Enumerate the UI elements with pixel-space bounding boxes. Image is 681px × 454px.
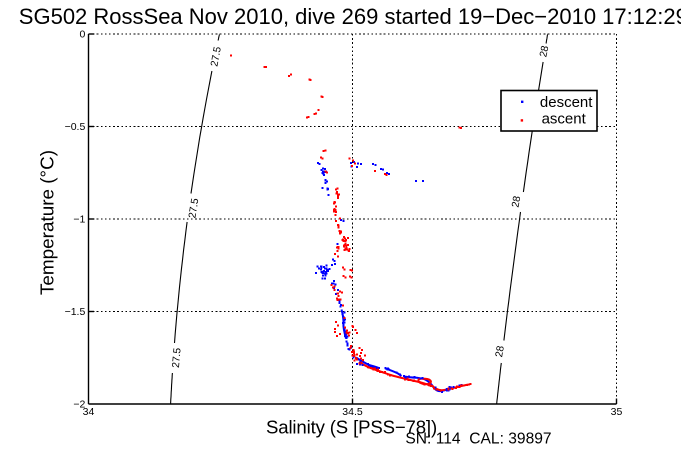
svg-text:34.5: 34.5 [342, 406, 363, 418]
svg-text:35: 35 [611, 406, 623, 418]
svg-text:descent: descent [540, 94, 593, 111]
svg-text:28: 28 [511, 195, 524, 208]
svg-text:SN: 114 CAL: 39897: SN: 114 CAL: 39897 [405, 431, 551, 448]
svg-text:28: 28 [494, 345, 507, 358]
svg-text:Salinity (S [PSS−78]): Salinity (S [PSS−78]) [266, 417, 437, 438]
svg-text:34: 34 [83, 406, 95, 418]
svg-text:Temperature (°C): Temperature (°C) [37, 150, 58, 295]
svg-text:SG502 RossSea Nov 2010, dive 2: SG502 RossSea Nov 2010, dive 269 started… [19, 4, 681, 29]
svg-text:27.5: 27.5 [171, 347, 184, 368]
svg-text:28: 28 [538, 44, 551, 58]
svg-text:−1.5: −1.5 [65, 306, 86, 318]
svg-text:−2: −2 [73, 399, 85, 411]
svg-text:−0.5: −0.5 [65, 121, 86, 133]
svg-text:27.5: 27.5 [209, 46, 224, 68]
svg-text:0: 0 [79, 29, 85, 41]
svg-text:ascent: ascent [542, 111, 587, 128]
svg-text:−1: −1 [73, 214, 85, 226]
svg-text:27.5: 27.5 [187, 197, 201, 219]
